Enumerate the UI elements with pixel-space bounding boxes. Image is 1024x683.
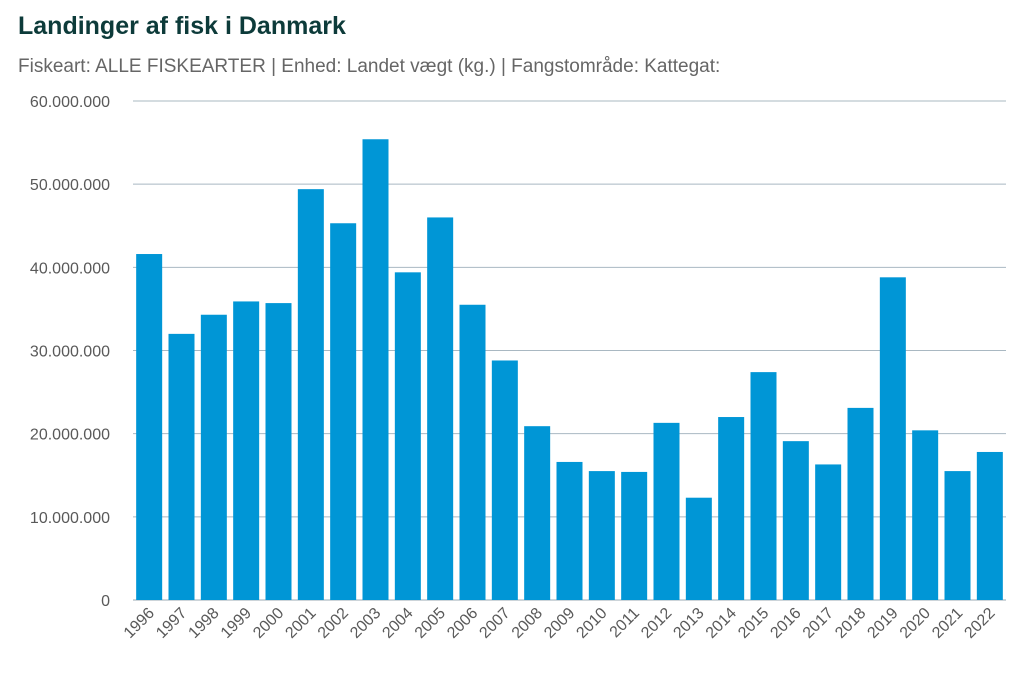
bar-2019 bbox=[879, 277, 906, 600]
x-tick-label: 2012 bbox=[638, 605, 675, 642]
x-tick-label: 2007 bbox=[476, 605, 513, 642]
bar-2002 bbox=[330, 223, 357, 600]
x-tick-label: 2021 bbox=[929, 605, 966, 642]
bar-2020 bbox=[912, 430, 939, 600]
x-tick-label: 2016 bbox=[767, 605, 804, 642]
x-tick-label: 2006 bbox=[444, 605, 481, 642]
bar-2001 bbox=[297, 189, 324, 600]
x-tick-label: 2000 bbox=[250, 605, 287, 642]
x-tick-label: 2014 bbox=[703, 605, 740, 642]
x-tick-label: 2005 bbox=[412, 605, 449, 642]
bar-2021 bbox=[944, 471, 971, 600]
bar-2003 bbox=[362, 139, 389, 601]
x-tick-label: 2022 bbox=[961, 605, 998, 642]
x-tick-label: 2020 bbox=[897, 605, 934, 642]
x-tick-label: 2008 bbox=[509, 605, 546, 642]
x-tick-label: 2001 bbox=[282, 605, 319, 642]
bar-2017 bbox=[815, 464, 842, 600]
x-tick-label: 1999 bbox=[218, 605, 255, 642]
y-tick-label: 10.000.000 bbox=[30, 510, 110, 527]
bar-2010 bbox=[588, 471, 615, 600]
x-tick-label: 2015 bbox=[735, 605, 772, 642]
x-tick-label: 2017 bbox=[800, 605, 837, 642]
x-tick-label: 1997 bbox=[153, 605, 190, 642]
bar-2012 bbox=[653, 422, 680, 600]
x-tick-label: 2002 bbox=[315, 605, 352, 642]
bar-1996 bbox=[136, 254, 163, 600]
y-tick-label: 50.000.000 bbox=[30, 177, 110, 194]
y-tick-label: 20.000.000 bbox=[30, 427, 110, 444]
bar-2014 bbox=[718, 417, 745, 600]
bar-2011 bbox=[621, 471, 648, 600]
bar-2000 bbox=[265, 303, 292, 600]
y-tick-label: 0 bbox=[101, 593, 110, 610]
bar-2015 bbox=[750, 372, 777, 600]
y-tick-label: 60.000.000 bbox=[30, 94, 110, 111]
bar-2004 bbox=[394, 272, 421, 600]
x-tick-label: 2010 bbox=[573, 605, 610, 642]
bar-1998 bbox=[200, 314, 227, 600]
bar-1999 bbox=[233, 301, 260, 600]
chart-subtitle: Fiskeart: ALLE FISKEARTER | Enhed: Lande… bbox=[18, 56, 721, 77]
x-tick-label: 2018 bbox=[832, 605, 869, 642]
x-tick-label: 2011 bbox=[607, 605, 643, 641]
x-tick-label: 1996 bbox=[121, 605, 158, 642]
x-tick-label: 2009 bbox=[541, 605, 578, 642]
x-tick-label: 2019 bbox=[864, 605, 901, 642]
bar-2016 bbox=[782, 441, 809, 600]
bar-2008 bbox=[524, 426, 551, 600]
bar-2009 bbox=[556, 461, 583, 600]
bar-2005 bbox=[427, 217, 454, 600]
bar-2018 bbox=[847, 407, 874, 600]
x-tick-label: 2003 bbox=[347, 605, 384, 642]
x-tick-label: 2013 bbox=[670, 605, 707, 642]
x-tick-label: 1998 bbox=[185, 605, 222, 642]
bar-1997 bbox=[168, 333, 195, 600]
bar-2007 bbox=[491, 360, 518, 600]
bar-2013 bbox=[685, 497, 712, 600]
y-tick-label: 30.000.000 bbox=[30, 344, 110, 361]
x-tick-label: 2004 bbox=[379, 605, 416, 642]
bar-2006 bbox=[459, 304, 486, 600]
bar-2022 bbox=[976, 451, 1003, 600]
chart-title: Landinger af fisk i Danmark bbox=[18, 12, 346, 40]
y-tick-label: 40.000.000 bbox=[30, 260, 110, 277]
